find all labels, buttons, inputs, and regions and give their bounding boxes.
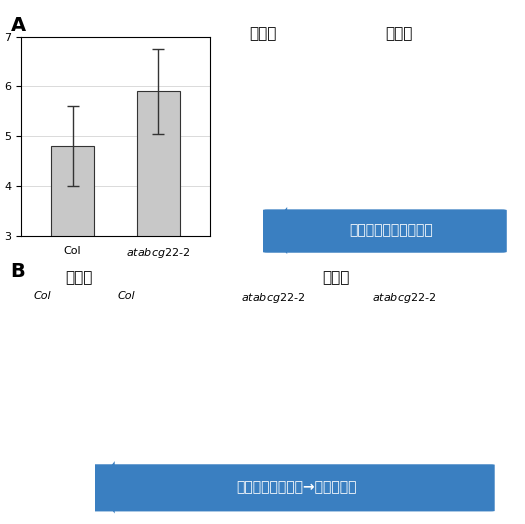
- Bar: [51, 146, 94, 385]
- FancyBboxPatch shape: [90, 464, 495, 511]
- Text: A: A: [10, 16, 26, 35]
- Text: $atabcg22$-$2$: $atabcg22$-$2$: [241, 291, 305, 305]
- Text: B: B: [10, 262, 25, 281]
- Polygon shape: [94, 461, 114, 514]
- Bar: [137, 91, 180, 385]
- FancyBboxPatch shape: [262, 210, 507, 253]
- Text: 気孔がより開いている: 気孔がより開いている: [349, 224, 433, 237]
- Text: 野生型: 野生型: [65, 270, 92, 285]
- Text: $atabcg22$-$2$: $atabcg22$-$2$: [372, 291, 436, 305]
- Text: Col: Col: [33, 291, 51, 301]
- Text: 変異体: 変異体: [385, 26, 413, 41]
- Text: 野生型: 野生型: [249, 26, 276, 41]
- Text: Col: Col: [117, 291, 135, 301]
- Text: 水分蒸散しやすい→枯れやすい: 水分蒸散しやすい→枯れやすい: [236, 481, 357, 494]
- Polygon shape: [267, 207, 287, 254]
- Text: 変異体: 変異体: [322, 270, 350, 285]
